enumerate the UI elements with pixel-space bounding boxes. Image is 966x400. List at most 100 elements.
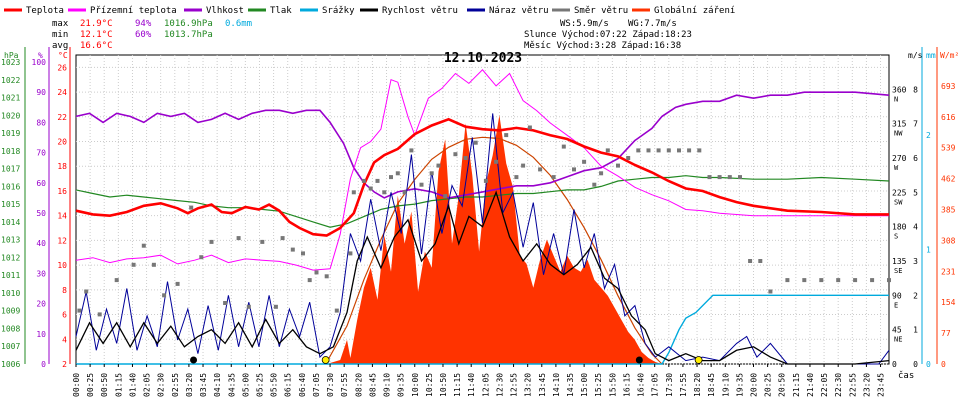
wind-direction-point (504, 133, 509, 138)
legend-label: Vlhkost (206, 6, 244, 16)
x-tick-label: 06:15 (284, 373, 293, 397)
x-tick-label: 23:20 (862, 373, 871, 397)
pct-tick-label: 70 (36, 149, 46, 158)
legend-label: Teplota (26, 6, 64, 16)
x-tick-label: 15:25 (594, 373, 603, 397)
temp-tick-label: 24 (57, 88, 67, 97)
pct-tick-label: 100 (32, 58, 47, 67)
wind-direction-point (114, 278, 119, 283)
wind-direction-point (209, 239, 214, 244)
pct-tick-label: 80 (36, 118, 46, 127)
x-tick-label: 12:05 (481, 373, 490, 397)
dir-tick-label: 45 (892, 326, 902, 335)
wind-direction-point (314, 270, 319, 275)
x-tick-label: 22:30 (834, 373, 843, 397)
mm-axis-unit: mm (926, 51, 936, 60)
wind-direction-point (551, 175, 556, 180)
ms-axis-unit: m/s (908, 51, 923, 60)
wind-direction-point (199, 255, 204, 260)
x-axis-unit: čas (898, 370, 914, 381)
x-tick-label: 05:25 (255, 373, 264, 397)
wind-direction-point (538, 167, 543, 172)
wind-direction-point (77, 308, 82, 313)
x-tick-label: 08:45 (368, 373, 377, 397)
x-tick-label: 20:00 (750, 373, 759, 397)
wind-direction-point (636, 148, 641, 153)
temp-tick-label: 4 (62, 335, 67, 344)
wind-direction-point (646, 148, 651, 153)
x-tick-label: 02:30 (157, 373, 166, 397)
wind-direction-point (429, 171, 434, 176)
x-tick-label: 22:05 (820, 373, 829, 397)
dir-letter-label: SE (894, 267, 902, 275)
x-tick-label: 09:35 (397, 373, 406, 397)
temp-tick-label: 26 (57, 63, 67, 72)
wind-direction-point (802, 278, 807, 283)
wind-direction-point (395, 171, 400, 176)
stat-max-rain: 0.6mm (225, 19, 252, 29)
hpa-tick-label: 1022 (1, 76, 20, 85)
x-tick-label: 19:35 (735, 373, 744, 397)
x-tick-label: 01:40 (128, 373, 137, 397)
wind-direction-point (301, 251, 305, 256)
x-tick-label: 13:45 (538, 373, 547, 397)
hpa-axis-unit: hPa (4, 51, 19, 60)
stat-max-temp: 21.9°C (80, 19, 113, 29)
wind-direction-series (77, 125, 891, 317)
wind-direction-point (605, 148, 610, 153)
wind-direction-point (785, 278, 790, 283)
wind-direction-point (748, 259, 753, 263)
wind-direction-point (677, 148, 681, 153)
sunrise-marker (321, 356, 330, 364)
stat-wg: WG:7.7m/s (628, 19, 677, 29)
wind-direction-point (290, 247, 295, 252)
dir-letter-label: E (894, 301, 898, 309)
hpa-tick-label: 1013 (1, 236, 20, 245)
stat-max-label: max (52, 19, 69, 29)
x-tick-label: 20:50 (778, 373, 787, 397)
line-series (75, 69, 890, 365)
stat-ws: WS:5.9m/s (560, 19, 609, 29)
dir-tick-label: 90 (892, 291, 902, 300)
x-tick-label: 04:10 (213, 373, 222, 397)
stat-min-temp: 12.1°C (80, 30, 113, 40)
hpa-tick-label: 1020 (1, 111, 20, 120)
wind-direction-point (870, 278, 875, 283)
x-tick-label: 09:10 (383, 373, 392, 397)
legend-label: Směr větru (574, 6, 628, 16)
x-tick-label: 08:20 (354, 373, 363, 397)
x-tick-label: 11:40 (467, 373, 476, 397)
ms-tick-label: 1 (913, 326, 918, 335)
pct-tick-label: 30 (36, 269, 46, 278)
series-rychlost-vetru (75, 190, 890, 365)
temp-tick-label: 20 (57, 138, 67, 147)
x-tick-label: 12:30 (495, 373, 504, 397)
temp-tick-label: 2 (62, 360, 67, 369)
mm-tick-label: 2 (926, 131, 931, 140)
hpa-tick-label: 1008 (1, 324, 20, 333)
wind-direction-point (223, 301, 228, 305)
x-tick-label: 02:55 (171, 373, 180, 397)
series-tlak (75, 175, 890, 228)
wind-direction-point (141, 243, 146, 248)
temp-tick-label: 12 (57, 236, 67, 245)
stat-sun: Slunce Východ:07:22 Západ:18:23 (524, 30, 692, 40)
moonrise-marker (190, 356, 198, 364)
pct-tick-label: 90 (36, 88, 46, 97)
x-tick-label: 04:35 (227, 373, 236, 397)
dir-letter-label: N (894, 95, 898, 103)
wind-direction-point (494, 159, 499, 164)
moonset-marker (635, 356, 643, 364)
dir-tick-label: 315 (892, 120, 907, 129)
wm-tick-label: 462 (941, 175, 956, 184)
x-tick-label: 14:10 (552, 373, 561, 397)
pct-axis-unit: % (38, 51, 43, 60)
wind-direction-point (453, 152, 458, 157)
hpa-tick-label: 1018 (1, 147, 20, 156)
x-tick-label: 15:00 (580, 373, 589, 397)
astro-markers (190, 356, 703, 364)
x-tick-label: 16:15 (622, 373, 631, 397)
wind-direction-point (582, 159, 587, 164)
wind-direction-point (246, 304, 251, 309)
x-tick-label: 00:25 (86, 373, 95, 397)
